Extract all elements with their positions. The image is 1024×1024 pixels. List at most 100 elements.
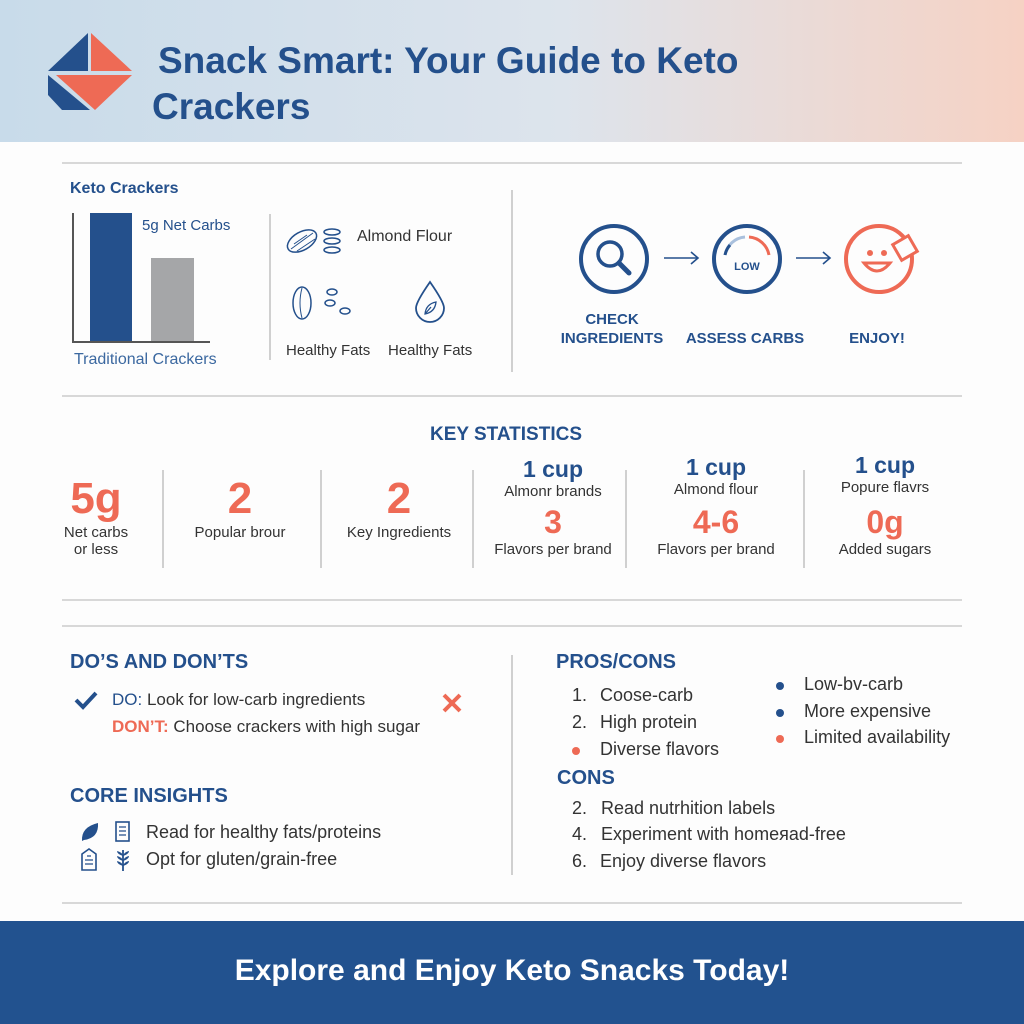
dont-prefix: DON’T:	[112, 717, 169, 736]
diamond-logo	[48, 33, 132, 110]
document-icon	[115, 821, 130, 842]
seeds-icon	[292, 286, 351, 320]
comparison-title: Keto Crackers	[70, 180, 179, 197]
arrow-right-icon	[796, 251, 832, 265]
list-text: Experiment with homeяad-free	[601, 824, 846, 844]
page-title: Snack Smart: Your Guide to Keto Crackers	[152, 38, 738, 130]
stat-top-value: 1 cup	[685, 454, 747, 480]
list-marker: 4.	[572, 824, 588, 844]
divider	[62, 599, 962, 601]
stat-value: 5g	[70, 474, 122, 523]
list-text: Diverse flavors	[600, 739, 720, 759]
stat-label: Key Ingredients	[346, 524, 452, 541]
bullet-dot-icon	[776, 709, 784, 717]
pros-item: 2. High protein	[572, 712, 697, 733]
dos-title: DO’S AND DON’TS	[70, 651, 249, 673]
step-assess-carbs: ASSESS CARBS	[685, 330, 805, 347]
bar-label: 5g Net Carbs	[142, 217, 231, 234]
ingredient-label: Healthy Fats	[286, 342, 371, 359]
dont-text: Choose crackers with high sugar	[168, 717, 421, 736]
checkmark-icon	[74, 691, 98, 710]
leaf-icon	[81, 823, 99, 841]
arrow-right-icon	[664, 251, 700, 265]
cons-list-item: 6. Enjoy diverse flavors	[572, 851, 766, 872]
stat-value: 2	[386, 474, 412, 523]
divider	[472, 470, 474, 568]
wheat-icon	[117, 850, 129, 871]
label-tag-icon	[81, 848, 97, 871]
chart-x-axis	[72, 341, 210, 343]
list-marker: 6.	[572, 851, 588, 871]
list-marker: 2.	[572, 712, 588, 732]
title-line-2: Crackers	[152, 86, 311, 127]
stat-item: 1 cup Popure flavrs 0g Added sugars	[812, 452, 958, 558]
divider	[803, 470, 805, 568]
list-text: Read nutrhition labels	[601, 798, 776, 818]
keto-bar	[90, 213, 132, 341]
stat-label: Net carbs	[63, 524, 129, 541]
divider	[162, 470, 164, 568]
header-banner: Snack Smart: Your Guide to Keto Crackers	[0, 0, 1024, 142]
gauge-text: LOW	[734, 261, 760, 273]
smiley-cracker-icon	[844, 224, 920, 294]
divider	[625, 470, 627, 568]
step-enjoy: ENJOY!	[849, 330, 905, 347]
bullet-dot-icon	[776, 682, 784, 690]
do-text: Look for low-carb ingredients	[142, 690, 366, 709]
cons-list-item: 2. Read nutrhition labels	[572, 798, 775, 819]
title-line-1: Snack Smart: Your Guide to Keto	[158, 40, 739, 81]
divider	[62, 162, 962, 164]
stat-value: 2	[227, 474, 253, 523]
stat-label: Flavors per brand	[657, 541, 775, 558]
cross-icon	[442, 693, 462, 713]
list-text: Coose-carb	[600, 685, 694, 705]
list-text: Low-bv-carb	[804, 674, 904, 694]
pros-item: Diverse flavors	[572, 739, 719, 760]
gauge-icon: LOW	[712, 224, 782, 294]
stat-value: 0g	[866, 504, 904, 540]
list-text: Limited availability	[804, 727, 951, 747]
list-text: More expensive	[804, 701, 932, 721]
bullet-dot-icon	[776, 735, 784, 743]
stat-top-label: Almonr brands	[504, 483, 602, 500]
step-label: INGREDIENTS	[560, 330, 664, 347]
insights-title: CORE INSIGHTS	[70, 785, 228, 807]
stat-top-value: 1 cup	[854, 452, 916, 478]
dont-item: DON’T: Choose crackers with high sugar	[112, 717, 420, 737]
divider	[320, 470, 322, 568]
stat-value: 3	[544, 504, 562, 540]
cons-list-item: 4. Experiment with homeяad-free	[572, 824, 846, 845]
axis-label: Traditional Crackers	[74, 351, 217, 368]
list-marker: 2.	[572, 798, 588, 818]
step-label: CHECK	[585, 311, 639, 328]
stat-top-value: 1 cup	[522, 456, 584, 482]
cons-item: Limited availability	[776, 727, 950, 748]
divider	[62, 395, 962, 397]
divider	[511, 190, 513, 372]
stat-label: Popular brour	[194, 524, 286, 541]
step-check-ingredients: CHECK INGREDIENTS	[552, 310, 672, 348]
divider	[511, 655, 513, 875]
stat-item: 5g Net carbs or less	[40, 474, 152, 558]
stat-item: 1 cup Almonr brands 3 Flavors per brand	[478, 456, 628, 558]
divider	[62, 625, 962, 627]
insight-item: Read for healthy fats/proteins	[146, 822, 382, 842]
cons-item: More expensive	[776, 701, 931, 722]
cons-title: CONS	[557, 767, 615, 789]
magnifier-icon	[579, 224, 649, 294]
cons-item: Low-bv-carb	[776, 674, 903, 695]
oil-drop-icon	[415, 280, 445, 323]
stats-title: KEY STATISTICS	[429, 424, 583, 445]
pros-item: 1. Coose-carb	[572, 685, 693, 706]
footer-banner: Explore and Enjoy Keto Snacks Today!	[0, 921, 1024, 1024]
ingredient-label: Almond Flour	[357, 228, 453, 245]
do-prefix: DO:	[112, 690, 143, 709]
stat-top-label: Almond flour	[673, 481, 759, 498]
list-marker: 1.	[572, 685, 588, 705]
bullet-dot-icon	[572, 747, 580, 755]
traditional-bar	[151, 257, 194, 341]
chart-y-axis	[72, 213, 74, 343]
stat-item: 2 Key Ingredients	[330, 474, 468, 541]
stat-item: 2 Popular brour	[170, 474, 310, 541]
stat-label: Added sugars	[838, 541, 932, 558]
